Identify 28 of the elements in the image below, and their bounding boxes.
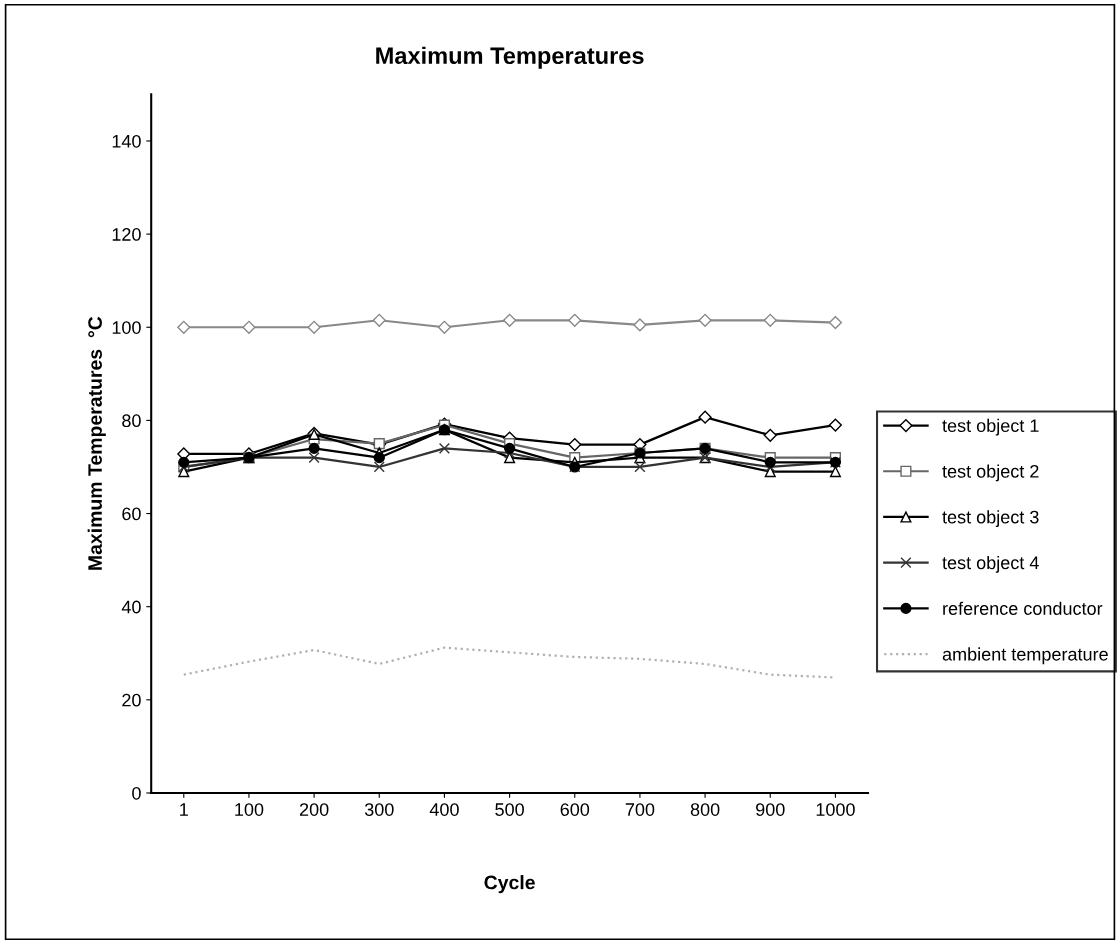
x-tick-label: 100 (235, 803, 264, 816)
chart-title: Maximum Temperatures (376, 46, 644, 69)
y-tick-label: 20 (122, 693, 141, 707)
y-tick-label: 120 (112, 228, 141, 241)
x-tick-label: 600 (560, 803, 590, 816)
x-tick-label: 300 (364, 803, 394, 816)
x-tick-label: 200 (299, 803, 329, 816)
x-tick-label: 700 (625, 803, 655, 816)
y-tick-label: 100 (112, 321, 141, 334)
x-tick-label: 1000 (816, 803, 855, 816)
y-tick-label: 80 (122, 414, 141, 428)
y-tick-label: 60 (122, 507, 141, 521)
y-axis-title: Maximum Temperatures °C (87, 316, 106, 570)
y-tick-label: 40 (121, 600, 141, 614)
legend-label: test object 2 (942, 464, 1039, 482)
legend-label: test object 1 (942, 418, 1039, 436)
x-axis-title: Cycle (484, 875, 535, 894)
x-tick-label: 900 (756, 803, 785, 816)
y-tick-label: 0 (132, 786, 141, 800)
legend-label: test object 3 (942, 510, 1039, 528)
x-tick-label: 800 (690, 803, 720, 816)
legend-label: test object 4 (942, 555, 1039, 573)
y-tick-label: 140 (112, 134, 141, 148)
x-tick-label: 400 (429, 803, 459, 816)
legend-label: reference conductor (943, 601, 1103, 615)
legend-label: ambient temperature (942, 647, 1108, 665)
x-tick-label: 1 (180, 803, 188, 816)
x-tick-label: 500 (495, 803, 524, 816)
